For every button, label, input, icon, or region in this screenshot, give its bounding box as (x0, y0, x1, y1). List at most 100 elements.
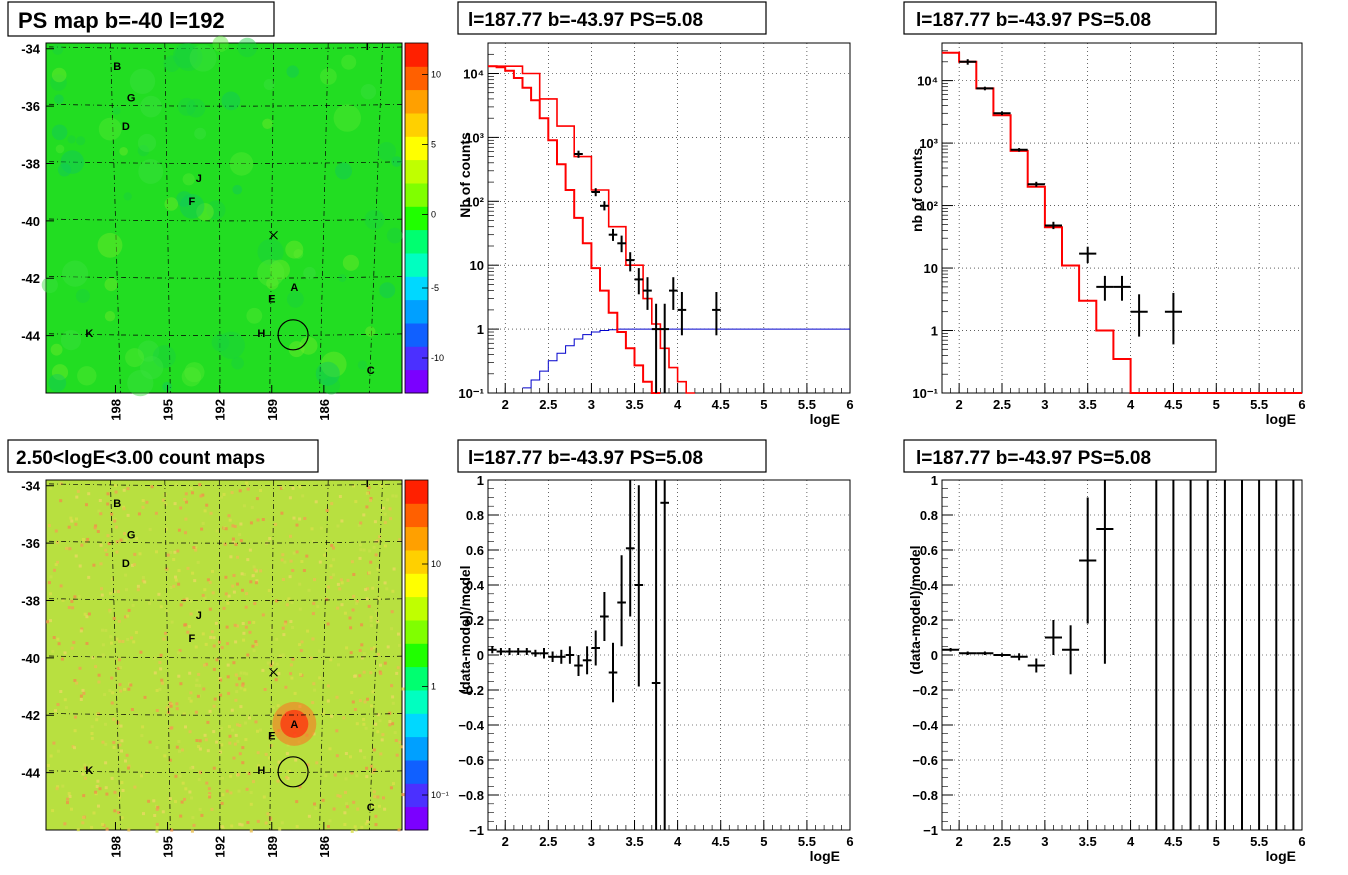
map-texture-pixel (178, 774, 182, 778)
map-ytick-label: -42 (21, 271, 40, 286)
map-ytick-label: -34 (21, 479, 41, 494)
source-label-D: D (122, 121, 130, 133)
map-texture-blob (391, 156, 403, 167)
map-texture-pixel (210, 807, 214, 811)
map-texture-pixel (275, 599, 278, 603)
map-texture-pixel (162, 498, 165, 502)
map-texture-pixel (188, 790, 192, 794)
map-texture-pixel (178, 649, 182, 652)
colorbar-swatch (405, 643, 428, 668)
source-label-C: C (367, 365, 375, 377)
map-texture-pixel (366, 587, 369, 591)
map-texture-pixel (367, 604, 371, 608)
map-texture-pixel (84, 766, 88, 770)
hotspot-core (280, 709, 309, 738)
map-texture-blob (333, 104, 361, 132)
map-texture-pixel (49, 575, 53, 579)
ps-map-yticks: -34 -36 -38 -40 -42 -44 (21, 42, 54, 344)
map-texture-pixel (227, 691, 231, 695)
map-texture-pixel (352, 573, 356, 576)
map-texture-pixel (232, 756, 236, 760)
map-texture-blob (322, 376, 341, 395)
map-texture-blob (51, 124, 68, 141)
map-texture-pixel (183, 498, 187, 501)
map-texture-pixel (298, 643, 302, 647)
map-texture-pixel (371, 770, 375, 774)
map-texture-pixel (367, 486, 371, 490)
map-texture-pixel (376, 730, 380, 734)
map-texture-pixel (349, 626, 353, 630)
map-texture-pixel (374, 722, 378, 726)
map-texture-pixel (258, 728, 262, 732)
map-texture-pixel (55, 540, 59, 544)
map-texture-pixel (114, 490, 118, 494)
map-texture-pixel (107, 542, 111, 546)
map-texture-pixel (220, 743, 224, 747)
map-texture-pixel (336, 582, 340, 586)
map-texture-pixel (180, 800, 184, 804)
map-texture-pixel (223, 542, 227, 546)
map-ytick-label: -38 (21, 593, 40, 608)
map-texture-pixel (225, 625, 229, 629)
map-texture-blob (357, 360, 368, 370)
map-texture-blob (182, 173, 195, 186)
map-texture-pixel (292, 516, 296, 520)
map-texture-blob (177, 97, 196, 116)
map-texture-pixel (386, 498, 389, 502)
map-texture-blob (286, 290, 304, 308)
ytick-label: −0.6 (458, 753, 484, 768)
map-texture-pixel (104, 628, 108, 632)
map-texture-pixel (110, 512, 114, 516)
map-texture-pixel (322, 709, 326, 713)
map-xtick-label: 186 (317, 399, 332, 421)
map-texture-pixel (315, 761, 319, 765)
map-texture-pixel (254, 581, 258, 585)
map-texture-pixel (120, 739, 124, 743)
map-texture-pixel (170, 828, 174, 832)
map-texture-pixel (69, 516, 73, 520)
map-texture-pixel (218, 539, 222, 543)
map-ytick-label: -38 (21, 156, 40, 171)
map-texture-pixel (311, 637, 315, 641)
map-texture-pixel (383, 544, 387, 548)
map-texture-pixel (198, 807, 202, 811)
map-texture-pixel (101, 653, 105, 657)
map-texture-pixel (113, 517, 117, 521)
map-texture-blob (194, 127, 207, 140)
map-texture-pixel (321, 711, 325, 715)
map-texture-pixel (161, 681, 164, 685)
map-texture-blob (237, 37, 258, 58)
map-texture-pixel (118, 639, 122, 643)
map-texture-pixel (330, 714, 334, 718)
longitude-line (319, 479, 329, 831)
map-texture-pixel (395, 753, 399, 757)
spectrum-panel-2: l=187.77 b=-43.97 PS=5.08 logE nb of cou… (903, 1, 1306, 427)
map-texture-pixel (365, 505, 369, 509)
map-texture-pixel (142, 812, 145, 816)
map-texture-pixel (70, 646, 74, 650)
map-texture-pixel (200, 813, 204, 817)
map-texture-pixel (85, 615, 89, 619)
map-texture-pixel (371, 586, 375, 590)
map-texture-pixel (73, 595, 77, 599)
model-line (488, 65, 661, 394)
map-texture-pixel (205, 781, 209, 785)
map-texture-pixel (280, 821, 284, 825)
map-texture-pixel (97, 804, 100, 808)
map-texture-blob (163, 55, 181, 72)
ytick-label: 0.6 (466, 543, 484, 558)
map-texture-pixel (276, 704, 280, 708)
map-texture-pixel (298, 785, 302, 789)
map-texture-blob (112, 106, 121, 115)
map-texture-pixel (97, 673, 101, 677)
map-texture-pixel (203, 733, 207, 737)
map-xtick-label: 198 (108, 836, 123, 858)
map-texture-pixel (186, 566, 190, 570)
map-texture-pixel (190, 829, 194, 833)
map-texture-pixel (135, 537, 139, 540)
map-texture-pixel (343, 811, 347, 815)
map-texture-pixel (273, 522, 277, 526)
map-texture-pixel (221, 793, 225, 797)
map-texture-pixel (191, 816, 195, 820)
map-texture-pixel (240, 823, 244, 827)
